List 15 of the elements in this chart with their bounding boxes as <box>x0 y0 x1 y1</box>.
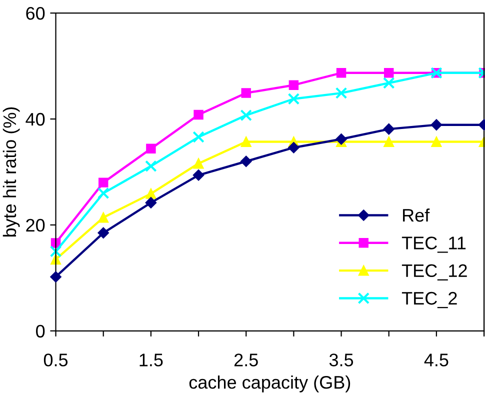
y-axis-title: byte hit ratio (%) <box>2 107 20 237</box>
x-tick-label: 4.5 <box>424 354 448 366</box>
y-tick-label: 40 <box>26 112 45 126</box>
y-tick-label: 20 <box>26 218 45 232</box>
y-tick-label: 0 <box>36 324 45 338</box>
legend-label: TEC_2 <box>402 292 457 308</box>
legend-label: TEC_12 <box>402 264 467 280</box>
x-tick-label: 3.5 <box>329 354 354 366</box>
y-tick-label: 60 <box>26 6 45 20</box>
legend-label: TEC_11 <box>402 236 466 253</box>
legend-label: Ref <box>403 208 430 222</box>
x-tick-label: 2.5 <box>234 354 258 366</box>
x-tick-label: 1.5 <box>140 354 163 366</box>
x-axis-title: cache capacity (GB) <box>189 375 350 392</box>
x-tick-label: 0.5 <box>44 354 68 366</box>
